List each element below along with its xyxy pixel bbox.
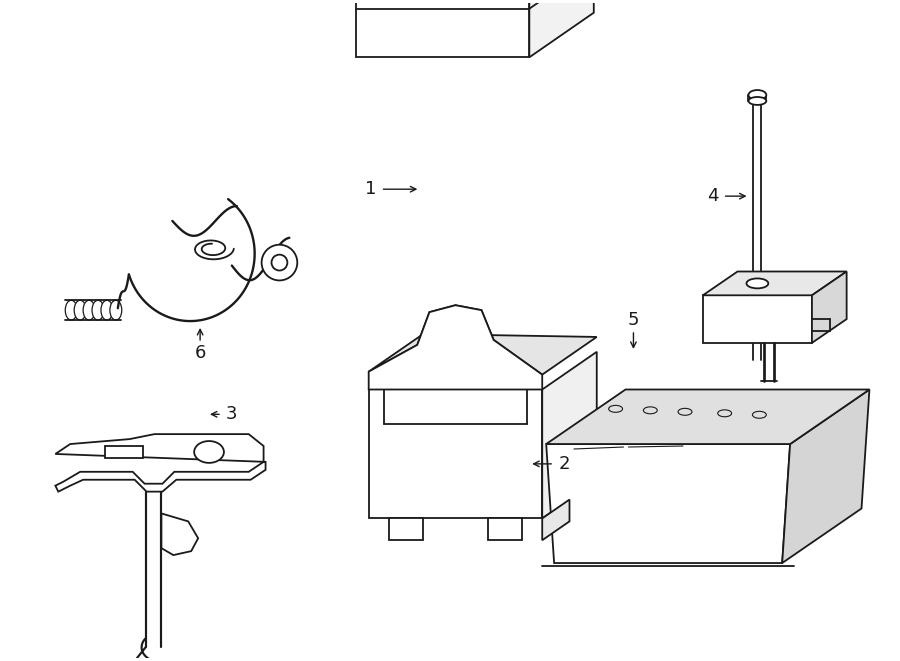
Polygon shape <box>542 352 597 518</box>
Polygon shape <box>529 0 594 58</box>
Ellipse shape <box>752 411 766 418</box>
Polygon shape <box>161 514 198 555</box>
Polygon shape <box>546 389 869 444</box>
Text: 3: 3 <box>226 405 238 423</box>
Ellipse shape <box>101 300 112 320</box>
Text: 1: 1 <box>365 180 376 198</box>
Ellipse shape <box>608 405 623 412</box>
Polygon shape <box>782 389 869 563</box>
Text: 4: 4 <box>707 187 718 205</box>
Circle shape <box>262 245 297 280</box>
Circle shape <box>272 254 287 270</box>
Polygon shape <box>369 305 542 389</box>
Ellipse shape <box>194 441 224 463</box>
Text: 2: 2 <box>558 455 570 473</box>
Ellipse shape <box>749 90 766 100</box>
Text: 5: 5 <box>627 311 639 329</box>
Polygon shape <box>812 272 847 343</box>
Polygon shape <box>389 518 423 540</box>
Ellipse shape <box>110 300 122 320</box>
Polygon shape <box>703 295 812 343</box>
Ellipse shape <box>66 300 77 320</box>
Text: 6: 6 <box>194 344 206 362</box>
Ellipse shape <box>74 300 86 320</box>
Polygon shape <box>488 518 522 540</box>
Polygon shape <box>703 272 847 295</box>
Polygon shape <box>542 500 570 540</box>
Polygon shape <box>369 389 542 518</box>
Ellipse shape <box>678 408 692 415</box>
Ellipse shape <box>83 300 95 320</box>
Ellipse shape <box>644 407 657 414</box>
Ellipse shape <box>717 410 732 417</box>
Polygon shape <box>369 305 597 375</box>
Ellipse shape <box>749 97 766 105</box>
Polygon shape <box>546 444 790 563</box>
Polygon shape <box>105 446 142 458</box>
Polygon shape <box>356 0 529 58</box>
Ellipse shape <box>92 300 104 320</box>
Ellipse shape <box>746 278 769 288</box>
Polygon shape <box>55 434 266 492</box>
